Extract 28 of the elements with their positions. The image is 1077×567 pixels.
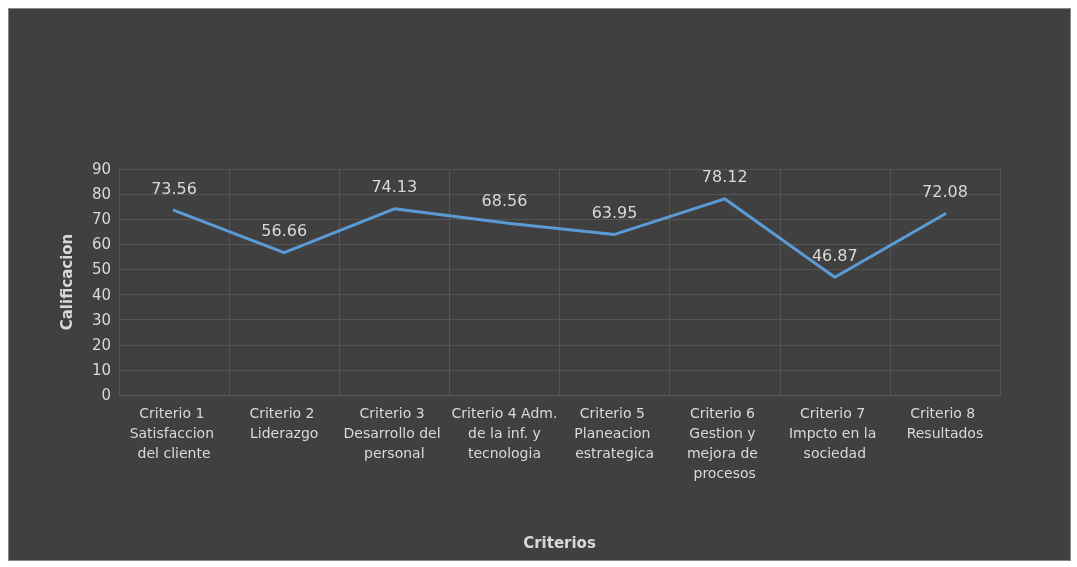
x-tick-label: Criterio 5 Planeacion estrategica [574,405,655,461]
x-tick-label: Criterio 1 Satisfaccion del cliente [129,405,219,461]
y-axis-title: Calificacion [57,233,76,331]
data-label: 56.66 [261,221,308,241]
data-label: 78.12 [701,167,748,187]
y-tick-label: 50 [91,260,111,279]
data-label: 63.95 [591,202,638,222]
data-label: 73.56 [151,178,197,198]
y-tick-label: 60 [91,235,111,254]
data-label: 68.56 [481,191,528,211]
y-tick-label: 20 [91,335,111,354]
x-tick-label: Criterio 7 Impcto en la sociedad [788,405,881,461]
y-tick-label: 10 [91,360,111,379]
x-axis-title: Criterios [523,533,596,552]
x-tick-label: Criterio 6 Gestion y mejora de procesos [686,405,763,481]
data-label: 74.13 [371,177,418,197]
x-tick-label: Criterio 4 Adm. de la inf. y tecnologia [451,405,558,461]
data-label: 46.87 [811,245,858,265]
x-tick-label: Criterio 3 Desarrollo del personal [343,405,446,461]
y-tick-label: 90 [91,160,111,178]
y-tick-label: 80 [91,185,111,204]
y-tick-label: 0 [101,386,111,404]
x-tick-label: Criterio 8 Resultados [906,405,984,441]
data-label: 72.08 [922,182,968,202]
x-tick-label: Criterio 2 Liderazgo [249,405,319,441]
y-tick-label: 30 [91,310,111,329]
y-tick-label: 70 [91,210,111,229]
y-tick-label: 40 [91,285,111,304]
